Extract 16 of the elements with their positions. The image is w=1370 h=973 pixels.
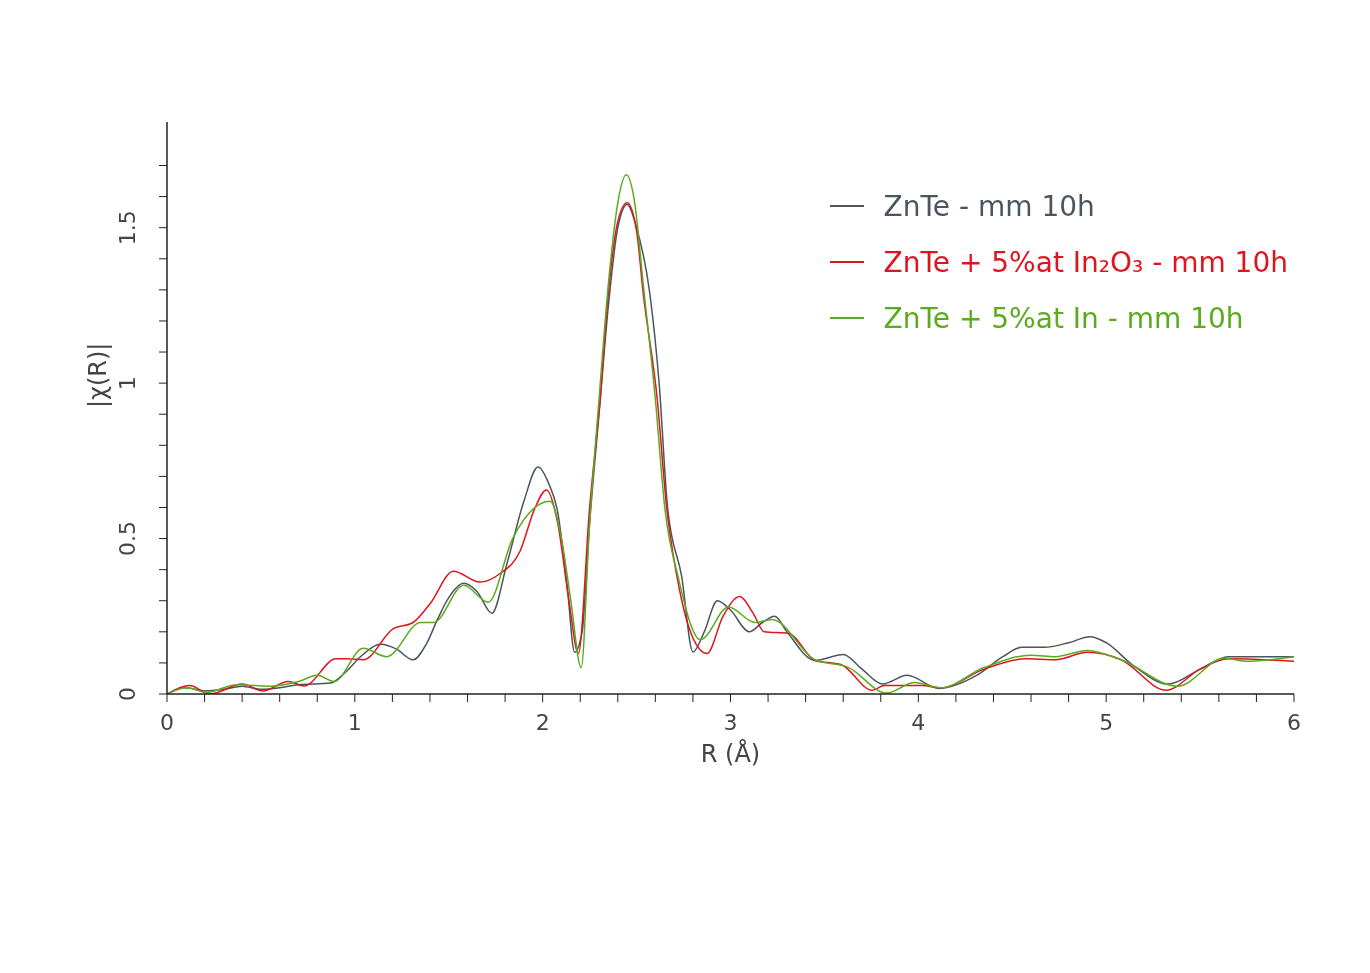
legend-label: ZnTe + 5%at In₂O₃ - mm 10h [883, 245, 1288, 279]
x-tick-label: 3 [723, 710, 738, 735]
y-tick-label: 0.5 [115, 521, 140, 557]
x-tick-label: 6 [1287, 710, 1301, 735]
x-axis-title: R (Å) [700, 739, 761, 768]
x-tick-label: 0 [160, 710, 174, 735]
x-tick-label: 4 [911, 710, 926, 735]
legend-label: ZnTe + 5%at In - mm 10h [883, 301, 1244, 335]
y-axis-title: |χ(R)| [83, 342, 112, 408]
x-tick-label: 5 [1099, 710, 1114, 735]
y-tick-label: 1.5 [115, 210, 140, 246]
legend-label: ZnTe - mm 10h [883, 189, 1095, 223]
y-tick-label: 1 [115, 376, 140, 391]
x-tick-label: 1 [347, 710, 362, 735]
x-tick-label: 2 [535, 710, 550, 735]
y-tick-label: 0 [115, 687, 140, 701]
